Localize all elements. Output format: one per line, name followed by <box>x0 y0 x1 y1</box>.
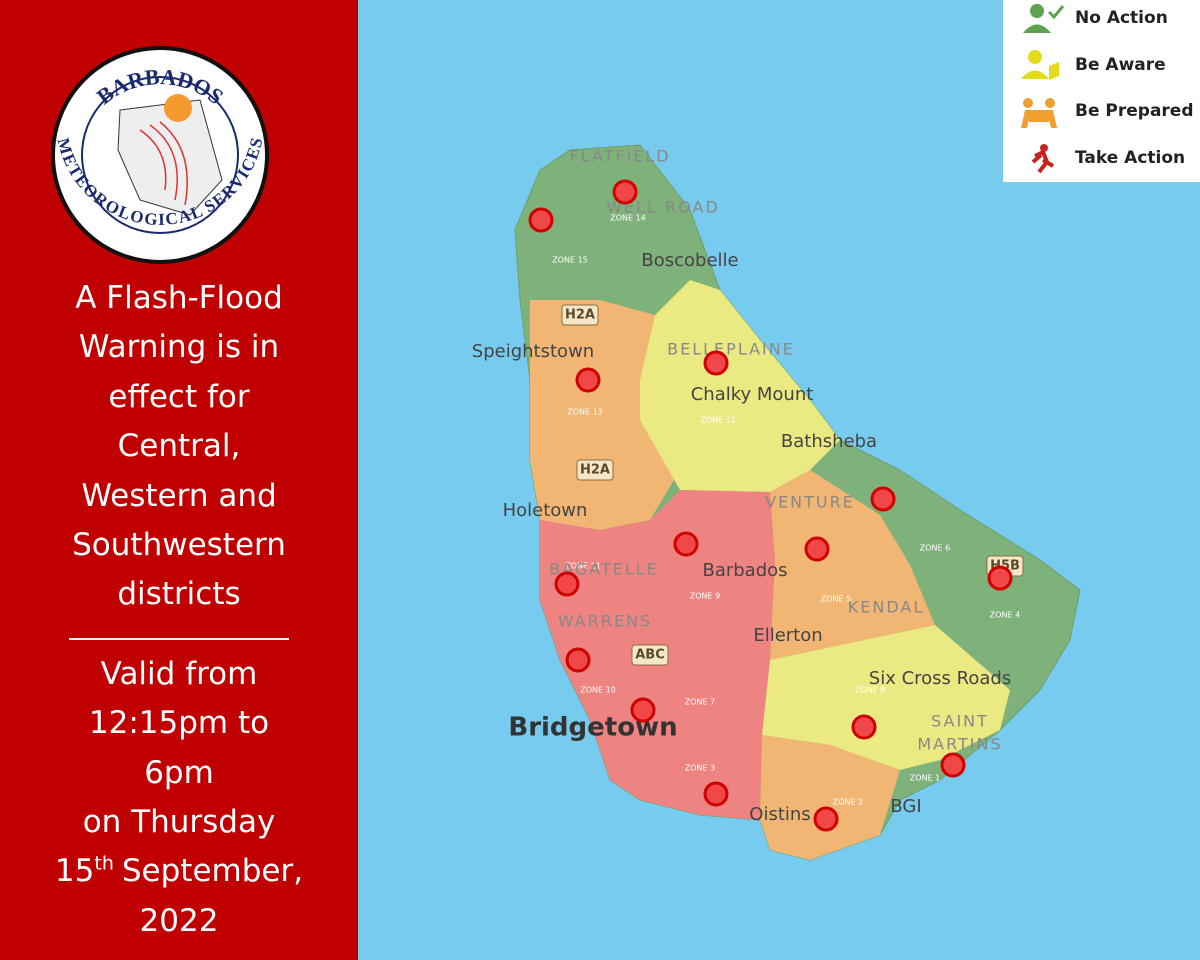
zone-yellow <box>762 625 1010 770</box>
map-label: Oistins <box>749 804 810 825</box>
map-label: H2A <box>580 463 610 478</box>
logo-sun <box>164 94 192 122</box>
warning-marker <box>673 531 699 557</box>
warning-marker <box>703 350 729 376</box>
map-label: ABC <box>635 648 665 663</box>
map-label: VENTURE <box>765 493 855 512</box>
year: 2022 <box>139 902 219 939</box>
icon-be-prepared <box>1021 98 1057 128</box>
validity-line: on Thursday <box>82 804 276 841</box>
month: September, <box>121 853 304 890</box>
validity-date: 15th September, <box>0 847 358 896</box>
warning-marker <box>554 571 580 597</box>
icon-take-action <box>1031 144 1055 174</box>
warning-text: A Flash-Flood Warning is in effect for Cent… <box>0 274 358 946</box>
validity-line: Valid from <box>100 655 258 692</box>
warning-line: Central, <box>117 428 241 465</box>
map-label: Bathsheba <box>781 431 877 452</box>
warning-panel: BARBADOS METEOROLOGICAL SERVICES A Flash… <box>0 0 358 960</box>
legend-label: No Action <box>1075 8 1168 28</box>
day-suffix: th <box>94 853 114 876</box>
warning-marker <box>630 697 656 723</box>
warning-marker <box>804 536 830 562</box>
map-label: Holetown <box>503 500 588 521</box>
map-label: ZONE 5 <box>821 595 851 604</box>
warning-marker <box>870 486 896 512</box>
logo: BARBADOS METEOROLOGICAL SERVICES <box>51 46 269 264</box>
map-label: WELL ROAD <box>606 198 720 217</box>
map-label: FLATFIELD <box>569 147 670 166</box>
warning-marker <box>703 781 729 807</box>
map-label: Speightstown <box>472 341 594 362</box>
map-label: Ellerton <box>753 625 822 646</box>
map-label: ZONE 2 <box>833 798 863 807</box>
road-badge <box>576 459 614 481</box>
map-label: ZONE 12 <box>700 416 736 425</box>
day: 15 <box>54 853 95 890</box>
legend: No Action Be Aware Be Prepared Take Action <box>1003 0 1200 182</box>
zone-orange <box>530 300 680 530</box>
warning-markers <box>528 179 1013 832</box>
map-label: ZONE 6 <box>920 544 950 553</box>
map-label: H2A <box>565 308 595 323</box>
map-label: ZONE 15 <box>552 256 588 265</box>
map-label: ZONE 4 <box>990 611 1020 620</box>
map-label: ZONE 13 <box>567 408 603 417</box>
logo-inner <box>81 76 239 234</box>
map-label: BELLEPLAINE <box>667 340 795 359</box>
legend-icons <box>1021 4 1065 174</box>
logo-island <box>117 99 223 216</box>
road-badge <box>561 304 599 326</box>
map-label: ZONE 9 <box>690 592 720 601</box>
validity-line: 12:15pm to <box>88 705 270 742</box>
warning-line: Warning is in <box>78 329 280 366</box>
warning-line: effect for <box>108 378 250 415</box>
separator <box>69 637 289 640</box>
road-badge <box>631 644 669 666</box>
icon-no-action <box>1023 4 1065 33</box>
icon-be-aware <box>1021 50 1059 80</box>
warning-lines: A Flash-Flood Warning is in effect for Cent… <box>0 274 358 620</box>
map-label: MARTINS <box>917 735 1002 754</box>
warning-marker <box>851 714 877 740</box>
warning-line: Southwestern <box>72 527 286 564</box>
warning-marker <box>565 647 591 673</box>
map-label: SAINT <box>931 712 989 731</box>
warning-marker <box>987 565 1013 591</box>
map-label: ZONE 14 <box>610 214 646 223</box>
zone-yellow <box>640 280 840 492</box>
legend-label: Take Action <box>1075 147 1186 168</box>
map-label: Six Cross Roads <box>869 668 1011 689</box>
zone-orange <box>760 735 900 860</box>
map-label: ZONE 8 <box>855 686 885 695</box>
warning-line: A Flash-Flood <box>75 280 283 316</box>
map-label: WARRENS <box>558 612 652 631</box>
zone-orange <box>770 470 935 660</box>
warning-marker <box>528 207 554 233</box>
map-label: Chalky Mount <box>691 384 814 405</box>
map-label: ZONE 7 <box>685 698 715 707</box>
map-label: ZONE 10 <box>580 686 616 695</box>
warning-marker <box>940 752 966 778</box>
logo-swirl <box>139 121 188 206</box>
legend-label: Be Aware <box>1075 54 1166 75</box>
warning-marker <box>575 367 601 393</box>
warning-line: districts <box>117 576 241 613</box>
legend-label: Be Prepared <box>1075 101 1194 121</box>
warning-marker <box>813 806 839 832</box>
map-label: KENDAL <box>848 598 924 617</box>
map-label: ZONE 1 <box>910 774 940 783</box>
map-label: BAGATELLE <box>549 560 659 579</box>
validity-lines: Valid from 12:15pm to 6pm on Thursday <box>0 650 358 848</box>
warning-marker <box>612 179 638 205</box>
map-label: Barbados <box>702 560 787 581</box>
map-label: BGI <box>890 796 921 817</box>
map-label: ZONE 11 <box>565 562 601 571</box>
map-label: Boscobelle <box>641 250 738 271</box>
validity-line: 6pm <box>144 754 214 791</box>
map-label: ZONE 3 <box>685 764 715 773</box>
warning-line: Western and <box>81 477 277 514</box>
